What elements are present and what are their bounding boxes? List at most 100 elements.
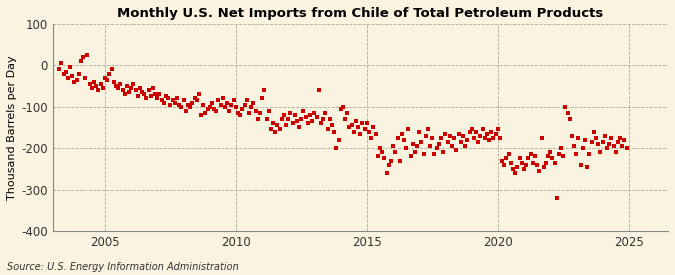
Point [100, 76, 111, 80]
Point [256, 96, 267, 101]
Point [558, 154, 569, 159]
Point [366, 136, 377, 140]
Point [468, 136, 479, 140]
Point [375, 146, 385, 150]
Point [296, 117, 307, 121]
Point [499, 163, 510, 167]
Point [530, 154, 541, 159]
Point [573, 136, 584, 140]
Point [554, 152, 564, 156]
Point [283, 117, 294, 121]
Point [173, 103, 184, 107]
Point [178, 98, 189, 103]
Point [93, 88, 104, 92]
Point [338, 104, 348, 109]
Point [431, 146, 442, 150]
Point [141, 96, 152, 101]
Point [593, 142, 603, 146]
Point [314, 88, 325, 92]
Point [154, 92, 165, 97]
Point [145, 94, 156, 98]
Point [244, 111, 254, 115]
Point [344, 125, 355, 130]
Point [353, 125, 364, 130]
Point [134, 86, 145, 90]
Point [464, 129, 475, 134]
Point [113, 86, 124, 90]
Point [414, 129, 425, 134]
Point [357, 121, 368, 125]
Point [547, 156, 558, 161]
Point [259, 88, 269, 92]
Point [599, 133, 610, 138]
Point [108, 80, 119, 84]
Point [617, 144, 628, 148]
Point [327, 123, 338, 128]
Point [504, 152, 514, 156]
Point [433, 142, 444, 146]
Point [410, 150, 421, 155]
Point [445, 133, 456, 138]
Point [329, 129, 340, 134]
Point [407, 142, 418, 146]
Point [231, 104, 242, 109]
Point [228, 98, 239, 103]
Point [58, 72, 69, 76]
Point [484, 138, 495, 142]
Point [455, 140, 466, 144]
Point [235, 113, 246, 117]
Point [619, 138, 630, 142]
Point [423, 127, 433, 132]
Point [438, 150, 449, 155]
Point [580, 138, 591, 142]
Point [263, 109, 274, 113]
Point [276, 117, 287, 121]
Point [309, 111, 320, 115]
Point [385, 158, 396, 163]
Point [205, 104, 215, 109]
Point [117, 88, 128, 92]
Point [311, 115, 322, 119]
Point [512, 164, 523, 169]
Point [608, 144, 619, 148]
Point [520, 163, 531, 167]
Point [157, 98, 167, 103]
Point [191, 98, 202, 103]
Point [233, 111, 244, 115]
Point [543, 154, 554, 159]
Point [508, 167, 518, 171]
Point [300, 115, 311, 119]
Point [56, 61, 67, 65]
Point [606, 136, 617, 140]
Point [333, 138, 344, 142]
Point [124, 90, 134, 94]
Point [88, 80, 99, 84]
Point [429, 152, 440, 156]
Point [86, 86, 97, 90]
Point [60, 69, 71, 74]
Point [95, 82, 106, 86]
Point [274, 127, 285, 132]
Point [453, 131, 464, 136]
Point [427, 136, 438, 140]
Point [541, 160, 551, 165]
Point [506, 160, 516, 165]
Point [187, 100, 198, 105]
Point [416, 140, 427, 144]
Point [150, 92, 161, 97]
Point [111, 84, 122, 88]
Point [193, 92, 204, 97]
Point [298, 109, 309, 113]
Point [396, 131, 407, 136]
Point [418, 152, 429, 156]
Point [447, 144, 458, 148]
Point [239, 103, 250, 107]
Point [196, 113, 207, 117]
Point [237, 107, 248, 111]
Point [589, 129, 599, 134]
Point [211, 109, 221, 113]
Point [523, 156, 534, 161]
Point [292, 119, 302, 123]
Point [143, 88, 154, 92]
Point [67, 73, 78, 78]
